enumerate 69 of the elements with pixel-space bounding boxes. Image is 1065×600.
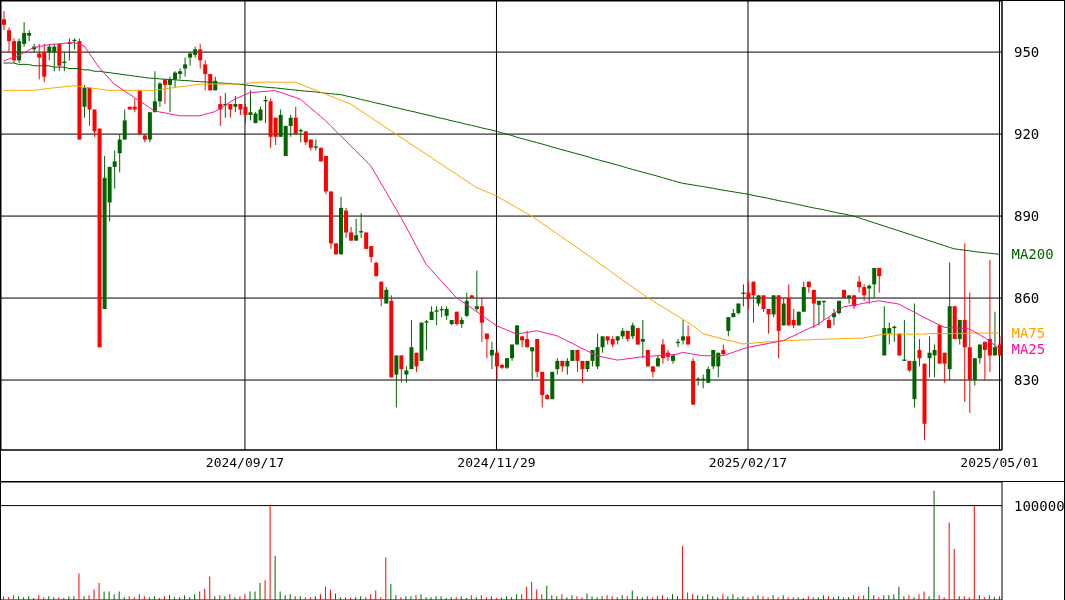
candlestick: [7, 27, 12, 53]
candlestick: [354, 218, 359, 242]
y-tick-label: 860: [1014, 290, 1040, 307]
x-tick-label: 2024/11/29: [457, 455, 536, 471]
candlestick: [183, 57, 188, 78]
candlestick: [932, 344, 937, 378]
candlestick: [847, 294, 852, 305]
candlestick: [313, 139, 318, 151]
candlestick: [595, 333, 600, 370]
candlestick: [474, 270, 479, 313]
candlestick: [117, 133, 122, 173]
candlestick: [540, 371, 545, 408]
series-label: MA75: [1011, 325, 1046, 342]
candlestick: [857, 275, 862, 294]
candlestick: [112, 149, 117, 190]
candlestick: [293, 106, 298, 135]
candlestick: [489, 341, 494, 370]
y-tick-label: 830: [1014, 372, 1040, 389]
candlestick: [424, 319, 429, 351]
y-tick-label: 950: [1014, 44, 1040, 61]
x-tick-label: 2025/02/17: [708, 455, 788, 471]
x-tick-label: 2025/05/01: [960, 455, 1039, 471]
candlestick: [82, 84, 87, 119]
candlestick: [872, 267, 877, 299]
candlestick: [248, 89, 253, 121]
candlestick: [87, 87, 92, 127]
candlestick: [157, 81, 162, 108]
y-tick-label: 920: [1014, 126, 1040, 143]
candlestick: [781, 297, 786, 326]
candlestick: [917, 338, 922, 367]
candlestick: [686, 324, 691, 346]
candlestick: [122, 108, 127, 141]
candlestick: [168, 76, 172, 113]
candlestick: [726, 316, 731, 337]
candlestick: [811, 289, 816, 329]
candlestick: [771, 294, 776, 318]
candlestick: [12, 37, 17, 64]
candlestick: [198, 43, 203, 69]
candlestick: [394, 354, 399, 408]
candlestick: [379, 281, 384, 307]
candlestick: [57, 43, 62, 72]
candlestick: [288, 114, 293, 138]
candlestick: [479, 297, 484, 343]
candlestick: [484, 333, 489, 359]
candlestick: [992, 311, 997, 356]
candlestick: [203, 59, 208, 91]
y-tick-label: 890: [1014, 208, 1040, 225]
candlestick: [162, 78, 167, 105]
candlestick: [877, 267, 882, 294]
series-label: MA25: [1011, 340, 1046, 357]
candlestick: [530, 346, 535, 381]
candlestick: [37, 43, 42, 80]
candlestick: [766, 308, 771, 335]
candlestick: [681, 319, 686, 346]
candlestick: [972, 357, 977, 387]
candlestick: [520, 335, 525, 348]
x-tick-label: 2024/09/17: [205, 455, 285, 471]
series-label: MA200: [1011, 246, 1054, 263]
candlestick: [344, 207, 349, 239]
candlestick: [746, 281, 751, 310]
candlestick: [409, 319, 414, 370]
candlestick: [188, 51, 193, 67]
candlestick: [2, 10, 6, 31]
candlestick: [640, 319, 645, 359]
line-series: [3, 81, 1000, 345]
candlestick: [434, 305, 439, 326]
y-tick-label: 100000: [1014, 497, 1065, 514]
candlestick: [399, 354, 404, 384]
candlestick: [650, 365, 655, 378]
